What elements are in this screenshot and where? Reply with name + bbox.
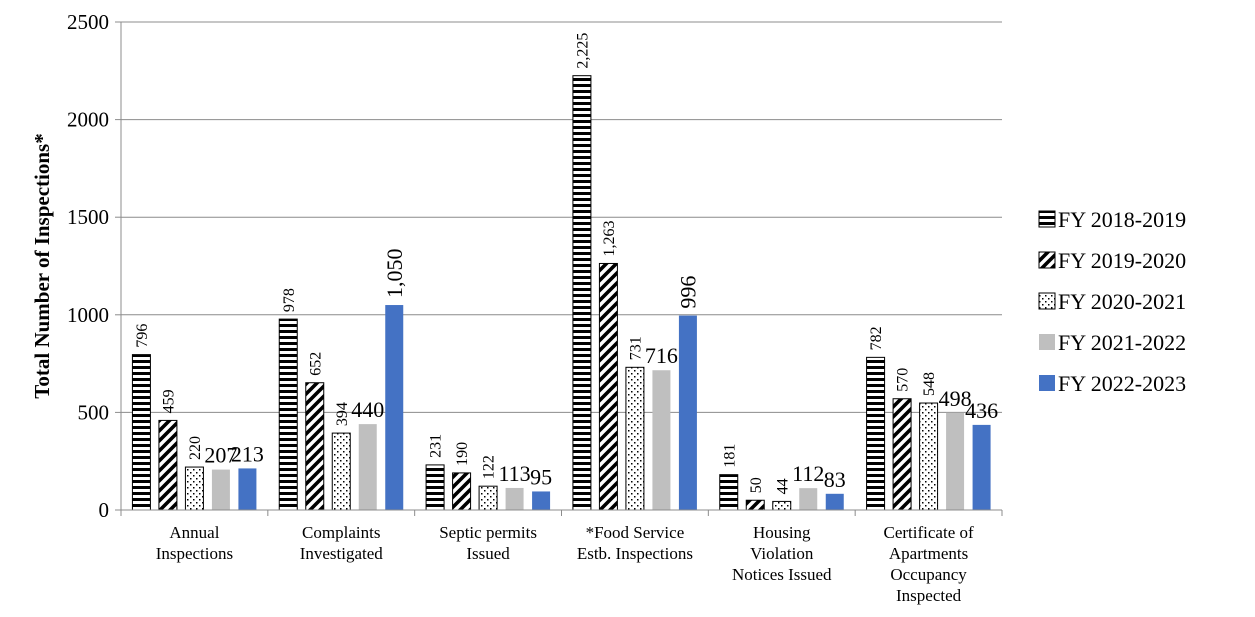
- data-label: 731: [628, 336, 645, 360]
- data-label: 231: [428, 434, 445, 458]
- y-tick-label: 500: [78, 400, 110, 424]
- legend-entry: FY 2018-2019: [1058, 207, 1186, 232]
- x-axis: Annual Inspections Complaints Investigated S…: [120, 509, 1003, 605]
- bar: [452, 472, 472, 511]
- data-label: 716: [645, 343, 678, 368]
- y-tick-label: 1000: [67, 303, 109, 327]
- data-label: 782: [868, 326, 885, 350]
- bar: [572, 75, 592, 511]
- bar: [478, 485, 498, 511]
- x-tick-label: Inspected: [896, 586, 962, 605]
- bar: [238, 468, 257, 510]
- x-tick-label: Notices Issued: [732, 565, 832, 584]
- bar: [799, 488, 818, 510]
- bar: [678, 315, 697, 510]
- data-label: 112: [792, 461, 824, 486]
- x-tick-label: Apartments: [889, 544, 968, 563]
- bars: [131, 75, 991, 511]
- data-label: 83: [824, 467, 846, 492]
- x-tick-label: Violation: [750, 544, 814, 563]
- x-tick-label: *Food Service: [586, 523, 685, 542]
- data-label: 44: [774, 478, 791, 494]
- legend-entry: FY 2022-2023: [1058, 371, 1186, 396]
- legend-swatch: [1038, 251, 1056, 269]
- legend-entry: FY 2020-2021: [1058, 289, 1186, 314]
- data-label: 498: [939, 386, 972, 411]
- y-tick-label: 2000: [67, 108, 109, 132]
- legend-swatch: [1039, 334, 1055, 350]
- data-label: 113: [498, 461, 530, 486]
- bar: [131, 354, 151, 511]
- bar: [505, 487, 524, 510]
- bar: [358, 424, 377, 510]
- bar: [425, 464, 445, 511]
- legend-swatch: [1039, 375, 1055, 391]
- data-label: 459: [161, 389, 178, 413]
- bar: [385, 305, 404, 510]
- data-label: 436: [965, 398, 998, 423]
- data-label: 190: [454, 442, 471, 466]
- legend-swatch: [1038, 292, 1056, 310]
- data-label: 652: [307, 352, 324, 376]
- bar: [745, 499, 765, 511]
- data-label: 95: [530, 464, 552, 489]
- x-tick-label: Annual: [169, 523, 219, 542]
- data-labels: 796 978 231 2,225 181 782 459 652 190 1,263 50 570 2…: [134, 33, 998, 495]
- x-tick-label: Inspections: [156, 544, 233, 563]
- data-label: 220: [187, 436, 204, 460]
- bar: [825, 493, 844, 510]
- y-tick-label: 0: [99, 498, 110, 522]
- data-label: 570: [895, 368, 912, 392]
- legend-swatch: [1038, 210, 1056, 228]
- data-label: 996: [676, 276, 701, 309]
- x-tick-label: Investigated: [300, 544, 384, 563]
- bar: [625, 366, 645, 511]
- bar: [946, 412, 965, 510]
- data-label: 440: [351, 397, 384, 422]
- x-tick-label: Estb. Inspections: [577, 544, 693, 563]
- bar: [211, 469, 230, 510]
- bar: [772, 500, 792, 511]
- legend: FY 2018-2019 FY 2019-2020 FY 2020-2021 FY 2…: [1038, 207, 1186, 396]
- bar: [652, 370, 671, 510]
- data-label: 2,225: [575, 33, 592, 69]
- y-tick-label: 2500: [67, 10, 109, 34]
- y-axis: 0 500 1000 1500 2000 2500: [67, 10, 122, 522]
- bar: [972, 424, 991, 510]
- bar: [158, 419, 178, 511]
- data-label: 181: [721, 444, 738, 468]
- data-label: 548: [921, 372, 938, 396]
- bar: [719, 474, 739, 511]
- x-tick-label: Septic permits: [439, 523, 537, 542]
- bar: [331, 432, 351, 511]
- data-label: 394: [334, 402, 351, 426]
- bar: [892, 398, 912, 511]
- bar: [919, 402, 939, 511]
- data-label: 796: [134, 324, 151, 348]
- y-axis-label: Total Number of Inspections*: [30, 133, 54, 398]
- data-label: 978: [281, 288, 298, 312]
- x-tick-label: Complaints: [302, 523, 380, 542]
- legend-entry: FY 2019-2020: [1058, 248, 1186, 273]
- data-label: 1,050: [382, 249, 407, 299]
- data-label: 1,263: [601, 220, 618, 256]
- data-label: 207: [204, 443, 237, 468]
- bar: [598, 262, 618, 511]
- data-label: 213: [231, 441, 264, 466]
- legend-entry: FY 2021-2022: [1058, 330, 1186, 355]
- bar: [278, 318, 298, 511]
- x-tick-label: Certificate of: [884, 523, 974, 542]
- x-tick-label: Housing: [753, 523, 811, 542]
- data-label: 122: [481, 455, 498, 479]
- bar: [866, 356, 886, 511]
- x-tick-label: Occupancy: [890, 565, 967, 584]
- bar: [184, 466, 204, 511]
- bar: [305, 382, 325, 511]
- bar: [532, 491, 551, 510]
- x-tick-label: Issued: [466, 544, 510, 563]
- y-tick-label: 1500: [67, 205, 109, 229]
- data-label: 50: [748, 477, 765, 493]
